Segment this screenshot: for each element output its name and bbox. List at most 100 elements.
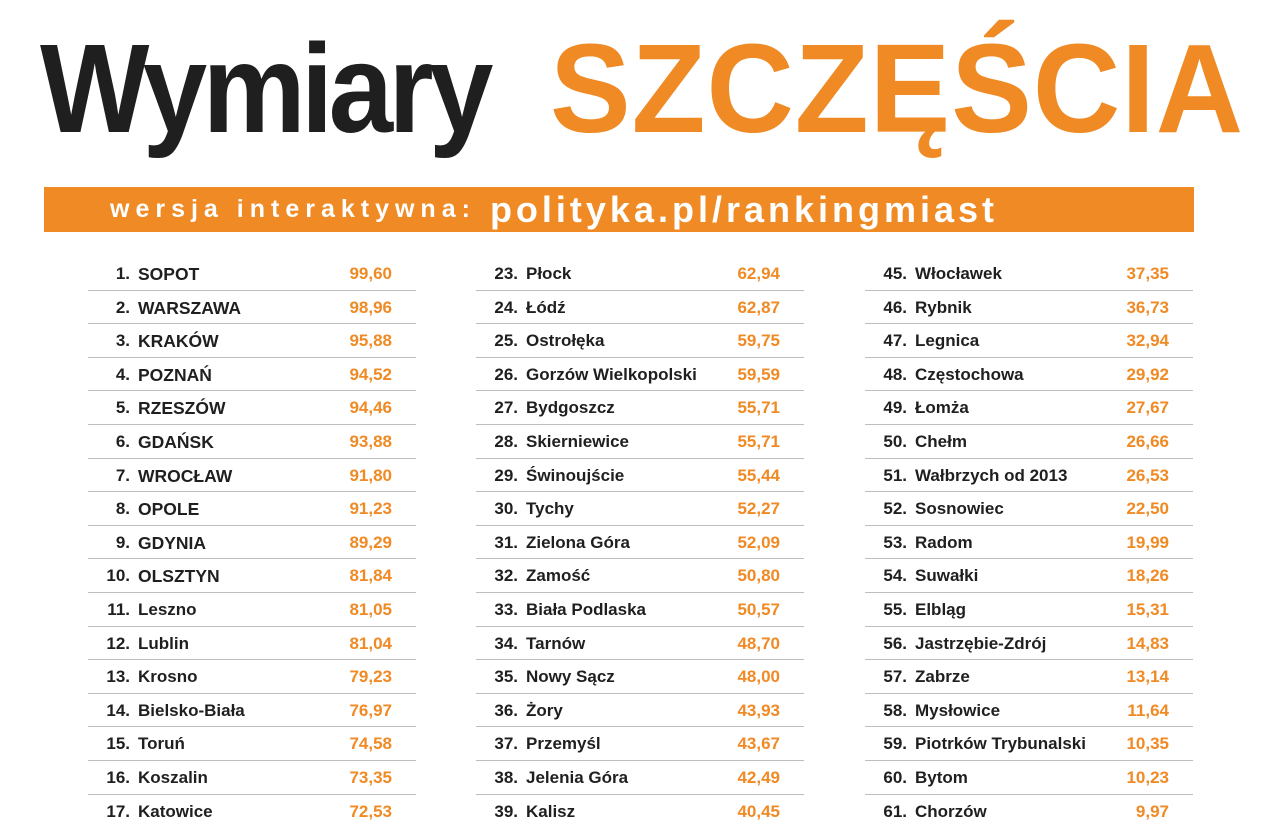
interactive-version-banner: wersja interaktywna: polityka.pl/ranking…: [44, 187, 1194, 232]
rank-number: 6.: [116, 432, 130, 452]
happiness-score: 55,71: [737, 432, 780, 452]
city-name: Tychy: [526, 499, 574, 519]
rank-number: 60.: [883, 768, 907, 788]
rank-number: 15.: [106, 734, 130, 754]
happiness-score: 29,92: [1126, 365, 1169, 385]
rank-number: 33.: [494, 600, 518, 620]
ranking-row: 11. Leszno 81,05: [88, 593, 416, 627]
rank-number: 10.: [106, 566, 130, 586]
city-name: Gorzów Wielkopolski: [526, 365, 697, 385]
city-name: Zamość: [526, 566, 590, 586]
happiness-score: 50,80: [737, 566, 780, 586]
city-name: Łódź: [526, 298, 566, 318]
happiness-score: 59,59: [737, 365, 780, 385]
happiness-score: 79,23: [349, 667, 392, 687]
rank-number: 3.: [116, 331, 130, 351]
city-name: Koszalin: [138, 768, 208, 788]
city-name: GDAŃSK: [138, 432, 214, 453]
happiness-score: 37,35: [1126, 264, 1169, 284]
rank-number: 32.: [494, 566, 518, 586]
banner-lead-text: wersja interaktywna:: [110, 195, 476, 224]
rank-number: 23.: [494, 264, 518, 284]
rank-number: 1.: [116, 264, 130, 284]
rank-number: 30.: [494, 499, 518, 519]
happiness-score: 43,67: [737, 734, 780, 754]
city-name: Katowice: [138, 802, 213, 822]
happiness-score: 91,80: [349, 466, 392, 486]
rank-number: 5.: [116, 398, 130, 418]
happiness-score: 72,53: [349, 802, 392, 822]
rank-number: 16.: [106, 768, 130, 788]
city-name: Rybnik: [915, 298, 972, 318]
city-name: Żory: [526, 701, 563, 721]
happiness-score: 18,26: [1126, 566, 1169, 586]
happiness-score: 62,94: [737, 264, 780, 284]
city-name: Chełm: [915, 432, 967, 452]
rank-number: 11.: [107, 600, 130, 620]
rank-number: 26.: [494, 365, 518, 385]
happiness-score: 73,35: [349, 768, 392, 788]
city-name: KRAKÓW: [138, 331, 219, 352]
rank-number: 28.: [494, 432, 518, 452]
city-name: Legnica: [915, 331, 979, 351]
city-name: Ostrołęka: [526, 331, 604, 351]
happiness-score: 32,94: [1126, 331, 1169, 351]
rank-number: 53.: [883, 533, 907, 553]
rank-number: 55.: [883, 600, 907, 620]
city-name: RZESZÓW: [138, 398, 226, 419]
banner-url-link[interactable]: polityka.pl/rankingmiast: [490, 189, 998, 231]
city-name: SOPOT: [138, 264, 199, 285]
city-name: Bydgoszcz: [526, 398, 615, 418]
happiness-score: 94,46: [349, 398, 392, 418]
happiness-score: 62,87: [737, 298, 780, 318]
happiness-score: 27,67: [1126, 398, 1169, 418]
happiness-score: 74,58: [349, 734, 392, 754]
city-name: OPOLE: [138, 499, 199, 520]
happiness-score: 15,31: [1126, 600, 1169, 620]
rank-number: 39.: [494, 802, 518, 822]
city-name: Jelenia Góra: [526, 768, 628, 788]
rank-number: 12.: [106, 634, 130, 654]
happiness-score: 50,57: [737, 600, 780, 620]
happiness-score: 98,96: [349, 298, 392, 318]
ranking-row: 32. Zamość 50,80: [476, 559, 804, 593]
happiness-score: 89,29: [349, 533, 392, 553]
rank-number: 46.: [883, 298, 907, 318]
happiness-score: 9,97: [1136, 802, 1169, 822]
rank-number: 36.: [494, 701, 518, 721]
city-name: Leszno: [138, 600, 197, 620]
city-name: Suwałki: [915, 566, 978, 586]
rank-number: 54.: [883, 566, 907, 586]
rank-number: 49.: [883, 398, 907, 418]
city-name: Kalisz: [526, 802, 575, 822]
rank-number: 29.: [494, 466, 518, 486]
happiness-score: 81,84: [349, 566, 392, 586]
happiness-score: 81,05: [349, 600, 392, 620]
rank-number: 58.: [883, 701, 907, 721]
happiness-score: 22,50: [1126, 499, 1169, 519]
rank-number: 52.: [883, 499, 907, 519]
